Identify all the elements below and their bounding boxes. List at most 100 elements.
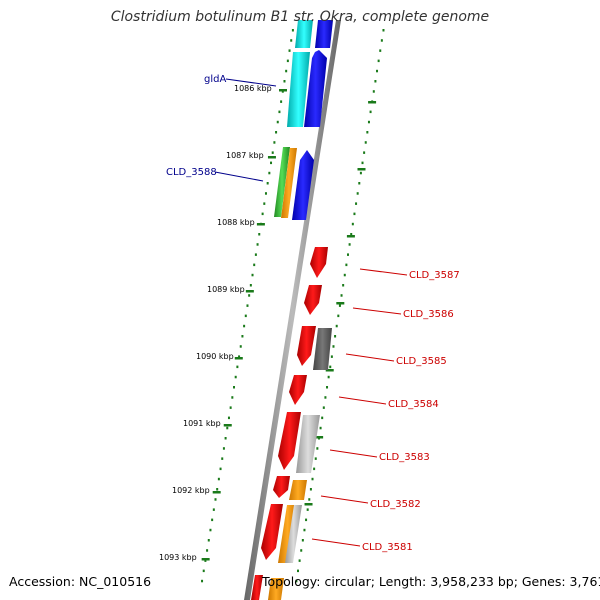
- tick-labels: 1086 kbp 1087 kbp 1088 kbp 1089 kbp 1090 kbp…: [159, 84, 272, 562]
- ring-dot: [346, 253, 349, 256]
- gene-label[interactable]: CLD_3588: [166, 167, 217, 178]
- ring-dot: [313, 467, 316, 471]
- ring-dot: [275, 131, 278, 134]
- gene-feature-CLD_3586: [304, 285, 322, 315]
- gene-label[interactable]: CLD_3582: [370, 499, 421, 510]
- ring-dot: [353, 212, 356, 216]
- ring-dot: [316, 447, 319, 450]
- ring-dot: [348, 243, 351, 246]
- ring-dot: [234, 375, 237, 379]
- ring-dot: [214, 498, 217, 501]
- ring-dot: [314, 457, 317, 460]
- genome-backbone: [244, 20, 341, 600]
- ring-dot: [355, 202, 358, 205]
- ring-dot: [322, 406, 325, 409]
- ring-dot: [372, 90, 375, 93]
- ring-dot: [295, 579, 298, 583]
- ring-dot: [249, 284, 252, 287]
- inner-tick-ring: [201, 29, 294, 583]
- gene-label-leader-line: [329, 449, 378, 458]
- ring-dot: [308, 498, 311, 501]
- ring-dot: [343, 273, 346, 277]
- gene-feature-gray: [285, 505, 302, 563]
- ring-dot: [241, 335, 244, 338]
- ring-major-tick: [245, 290, 254, 293]
- ring-dot: [379, 49, 382, 52]
- ring-major-tick: [201, 558, 210, 561]
- ring-dot: [236, 365, 239, 369]
- tick-label: 1092 kbp: [172, 486, 210, 495]
- ring-dot: [202, 569, 205, 573]
- gene-label[interactable]: CLD_3584: [388, 399, 439, 410]
- gene-labels: gldA CLD_3588 CLD_3587 CLD_3586 CLD_3585 CLD_…: [166, 74, 460, 553]
- ring-dot: [268, 171, 271, 175]
- gene-feature-blue: [315, 20, 333, 48]
- gene-label[interactable]: CLD_3587: [409, 270, 460, 281]
- ring-dot: [258, 233, 261, 236]
- tick-label: 1091 kbp: [183, 419, 221, 428]
- ring-dot: [204, 559, 207, 562]
- gene-label-leader-line: [311, 538, 361, 547]
- gene-label-leader-line: [225, 78, 277, 87]
- ring-dot: [212, 508, 215, 511]
- ring-dot: [306, 508, 309, 511]
- ring-dot: [311, 477, 314, 481]
- ring-dot: [283, 80, 286, 83]
- ring-dot: [280, 100, 283, 103]
- ring-dot: [358, 182, 361, 185]
- ring-major-tick: [267, 156, 276, 159]
- tick-label: 1088 kbp: [217, 218, 255, 227]
- ring-dot: [263, 202, 266, 205]
- ring-dot: [271, 151, 274, 154]
- ring-dot: [286, 59, 289, 63]
- ring-major-tick: [234, 357, 243, 360]
- genome-title: Clostridium botulinum B1 str. Okra, comp…: [110, 9, 490, 25]
- ring-dot: [278, 110, 281, 114]
- gene-label[interactable]: CLD_3586: [403, 309, 454, 320]
- ring-dot: [309, 488, 312, 491]
- ring-major-tick: [357, 168, 366, 171]
- ring-dot: [351, 222, 354, 226]
- ring-dot: [233, 386, 236, 389]
- ring-dot: [337, 314, 340, 318]
- ring-dot: [356, 192, 359, 195]
- gene-label-leader-line: [345, 353, 395, 362]
- gene-feature-blue: [304, 50, 327, 127]
- ring-major-tick: [304, 503, 313, 506]
- ring-dot: [219, 467, 222, 471]
- ring-dot: [201, 579, 204, 583]
- tick-label: 1093 kbp: [159, 553, 197, 562]
- ring-major-tick: [223, 424, 232, 427]
- gene-feature-CLD_3582: [273, 476, 290, 498]
- ring-dot: [222, 447, 225, 450]
- gene-feature-cyan: [295, 20, 313, 48]
- ring-dot: [288, 49, 291, 52]
- ring-dot: [231, 396, 234, 399]
- ring-dot: [380, 39, 383, 42]
- gene-feature-gldA: [287, 52, 310, 127]
- ring-dot: [377, 59, 380, 63]
- gene-feature-CLD_3581: [261, 504, 283, 560]
- ring-dot: [335, 324, 338, 328]
- gene-feature-CLD_3585: [297, 326, 316, 366]
- gene-feature-orange: [289, 480, 307, 500]
- gene-label[interactable]: CLD_3581: [362, 542, 413, 553]
- genome-summary-text: Topology: circular; Length: 3,958,233 bp…: [262, 574, 600, 589]
- ring-dot: [207, 539, 210, 542]
- gene-feature-orange-partial: [268, 578, 284, 600]
- gene-features: [251, 20, 333, 600]
- gene-label[interactable]: CLD_3585: [396, 356, 447, 367]
- ring-major-tick: [315, 436, 324, 439]
- gene-label[interactable]: CLD_3583: [379, 452, 430, 463]
- ring-dot: [324, 396, 327, 399]
- ring-dot: [329, 365, 332, 369]
- ring-dot: [216, 488, 219, 491]
- gene-feature-CLD_3584: [289, 375, 307, 405]
- ring-dot: [374, 80, 377, 83]
- ring-dot: [291, 29, 294, 32]
- gene-label[interactable]: gldA: [204, 74, 226, 85]
- ring-dot: [350, 233, 353, 236]
- gene-feature-CLD_3588: [292, 150, 314, 220]
- ring-dot: [303, 528, 306, 532]
